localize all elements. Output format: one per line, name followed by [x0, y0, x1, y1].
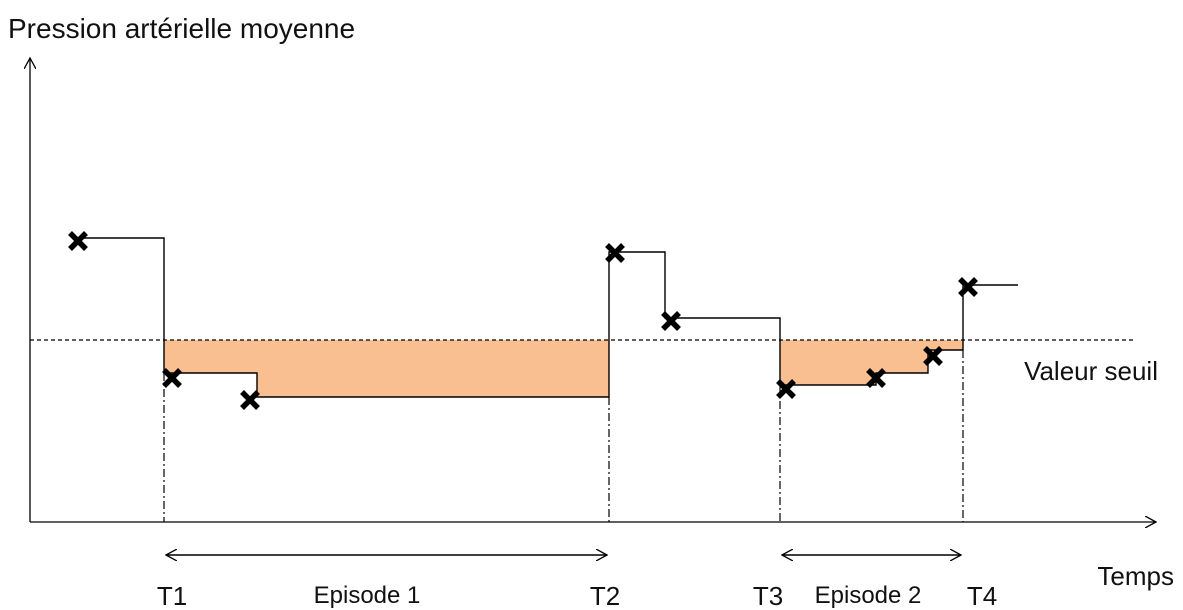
pressure-curve — [78, 237, 1018, 398]
y-axis-label: Pression artérielle moyenne — [8, 13, 355, 44]
time-marker: T3 — [753, 581, 783, 610]
time-marker: T1 — [157, 581, 187, 610]
threshold-label: Valeur seuil — [1024, 356, 1158, 386]
measurement-crosses — [68, 231, 978, 410]
episode-label: Episode 2 — [815, 582, 922, 609]
x-axis-label: Temps — [1097, 561, 1174, 591]
time-marker: T4 — [967, 581, 997, 610]
episode-area — [780, 340, 963, 385]
time-marker: T2 — [590, 581, 620, 610]
episode-area — [164, 340, 609, 397]
episode-label: Episode 1 — [314, 582, 421, 609]
time-guides — [163, 350, 964, 522]
